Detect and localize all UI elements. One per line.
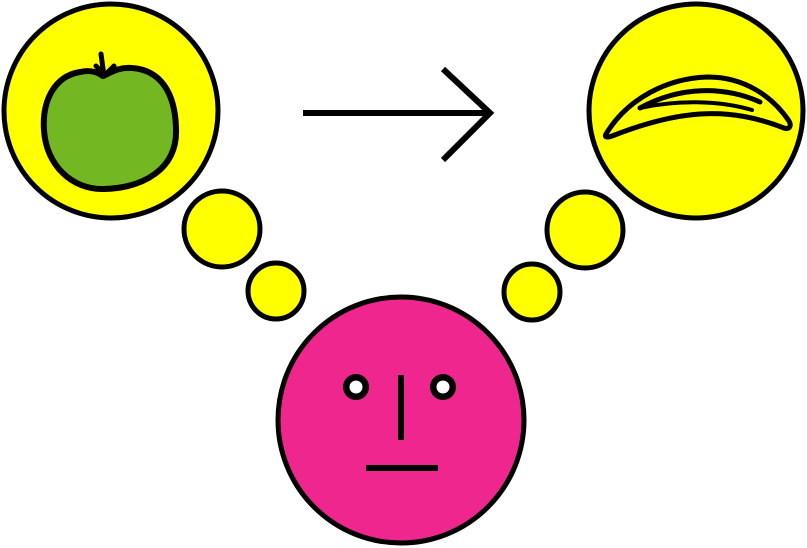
right-trail-bubble-small — [501, 261, 563, 323]
face-icon — [275, 294, 527, 546]
apple-icon — [40, 51, 180, 193]
right-thought-bubble — [586, 1, 806, 221]
right-trail-bubble-large — [544, 189, 626, 271]
left-thought-bubble — [1, 1, 221, 221]
arrow-right-icon — [303, 66, 495, 163]
left-trail-bubble-large — [181, 188, 263, 270]
banana-icon — [602, 74, 793, 140]
left-eye — [343, 374, 369, 400]
right-eye — [430, 374, 456, 400]
left-trail-bubble-small — [245, 260, 307, 322]
